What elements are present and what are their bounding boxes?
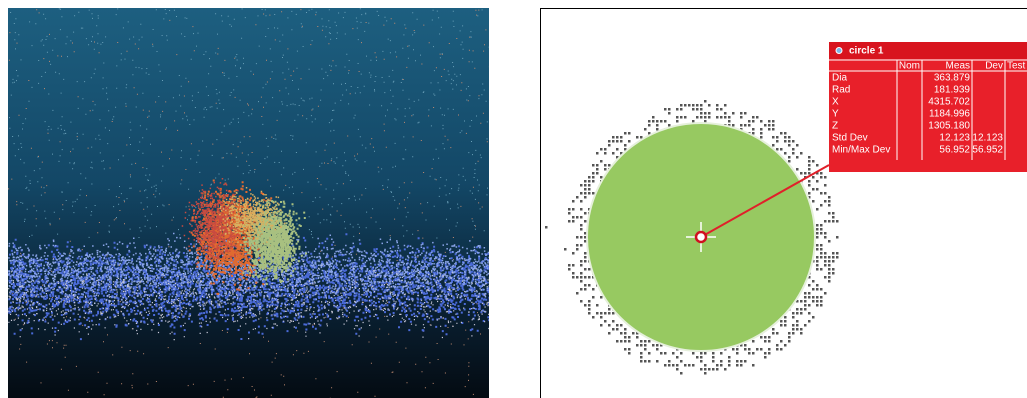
column-header: Dev [985, 61, 1003, 72]
meas-value: 1305.180 [928, 121, 970, 132]
meas-value: 4315.702 [928, 97, 970, 108]
row-label: Std Dev [832, 133, 868, 144]
meas-value: 363.879 [934, 73, 971, 84]
table-title: circle 1 [849, 46, 884, 57]
scene: circle 1 Nom Meas Dev Test Dia 363.879 Rad… [0, 0, 1027, 398]
meas-value: 12.123 [939, 133, 970, 144]
meas-value: 1184.996 [929, 109, 970, 120]
row-label: Min/Max Dev [832, 145, 890, 156]
dev-value: 12.123 [972, 133, 1003, 144]
feature-icon [836, 48, 842, 54]
measurement-table: circle 1 Nom Meas Dev Test Dia 363.879 Rad… [829, 42, 1027, 172]
column-header: Test [1007, 61, 1026, 72]
column-header: Meas [946, 61, 970, 72]
column-header: Nom [899, 61, 920, 72]
row-label: Z [832, 121, 838, 132]
center-marker [696, 232, 706, 242]
row-label: Y [832, 109, 839, 120]
row-label: Rad [832, 85, 850, 96]
meas-value: 181.939 [934, 85, 971, 96]
dev-value: 56.952 [972, 145, 1003, 156]
page: {"measurement": { "title": "circle 1", "… [0, 0, 1027, 398]
row-label: X [832, 97, 839, 108]
meas-value: 56.952 [939, 145, 970, 156]
row-label: Dia [832, 73, 847, 84]
